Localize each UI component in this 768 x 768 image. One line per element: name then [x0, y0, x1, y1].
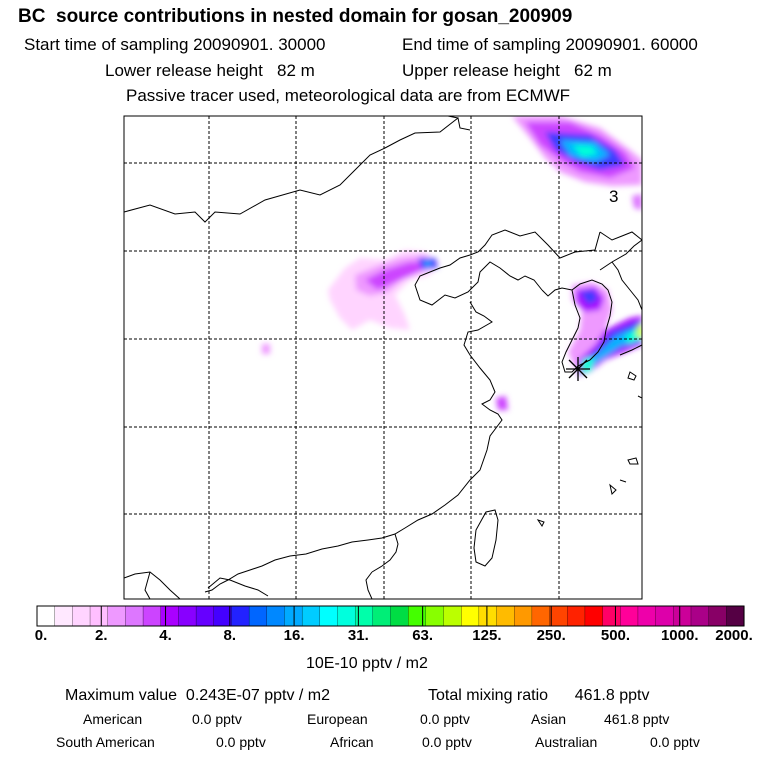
total-mixing-ratio-label: Total mixing ratio 461.8 pptv — [428, 687, 650, 704]
end-time-label: End time of sampling 20090901. 60000 — [402, 35, 698, 54]
colorbar-cell — [354, 605, 374, 627]
colorbar-cell — [36, 605, 56, 627]
australian-value: 0.0 pptv — [650, 734, 700, 750]
colorbar-cell — [567, 605, 586, 627]
lower-height-label: Lower release height 82 m — [105, 61, 315, 80]
colorbar-tick-label: 2. — [95, 627, 108, 644]
colorbar-tick-label: 1000. — [660, 627, 699, 644]
colorbar-cell — [496, 605, 515, 627]
colorbar-tick-label: 500. — [600, 627, 631, 644]
colorbar-cell — [372, 605, 392, 627]
start-time-label: Start time of sampling 20090901. 30000 — [24, 35, 326, 54]
south-american-value: 0.0 pptv — [216, 734, 266, 750]
colorbar-cell — [319, 605, 339, 627]
colorbar-cell — [195, 605, 215, 627]
colorbar-cell — [461, 605, 480, 627]
american-value: 0.0 pptv — [192, 711, 242, 727]
colorbar-cell — [531, 605, 551, 627]
coastlines — [124, 116, 642, 599]
colorbar-tick-label: 63. — [412, 627, 434, 644]
colorbar-cell — [584, 605, 604, 627]
colorbar-cell — [602, 605, 621, 627]
colorbar-cell — [248, 605, 268, 627]
african-value: 0.0 pptv — [422, 734, 472, 750]
colorbar-cell — [425, 605, 445, 627]
colorbar-cell — [284, 605, 303, 627]
colorbar-cell — [726, 605, 745, 627]
colorbar-cell — [160, 605, 179, 627]
colorbar-cell — [514, 605, 533, 627]
south-american-label: South American — [56, 734, 155, 750]
colorbar-cell — [266, 605, 285, 627]
graticule — [124, 116, 642, 599]
maximum-value-label: Maximum value 0.243E-07 pptv / m2 — [65, 687, 331, 704]
asian-label: Asian — [531, 711, 567, 727]
colorbar-cell — [620, 605, 639, 627]
colorbar-cell — [231, 605, 250, 627]
colorbar-tick-label: 125. — [472, 627, 502, 644]
plume-layer — [262, 116, 642, 410]
colorbar-tick-label: 0. — [34, 627, 48, 644]
colorbar-frame — [36, 605, 745, 627]
tracer-info-label: Passive tracer used, meteorological data… — [126, 86, 571, 105]
colorbar-cell — [390, 605, 409, 627]
colorbar-cell — [125, 605, 144, 627]
upper-height-label: Upper release height 62 m — [402, 61, 612, 80]
asian-value: 461.8 pptv — [604, 711, 670, 727]
colorbar-cell — [690, 605, 710, 627]
colorbar-tick-label: 31. — [347, 627, 369, 644]
colorbar-tick-label: 4. — [159, 627, 172, 644]
colorbar-cell — [178, 605, 197, 627]
american-label: American — [83, 711, 143, 727]
colorbar-cell — [637, 605, 657, 627]
african-label: African — [330, 734, 374, 750]
colorbar-cell — [337, 605, 356, 627]
colorbar-cell — [301, 605, 321, 627]
colorbar-units-label: 10E-10 pptv / m2 — [306, 655, 428, 672]
european-value: 0.0 pptv — [420, 711, 470, 727]
colorbar-cell — [408, 605, 427, 627]
map-annotation-label: 3 — [609, 187, 618, 206]
colorbar-tick-label: 250. — [536, 627, 566, 644]
colorbar-cell — [673, 605, 692, 627]
colorbar-cell — [708, 605, 727, 627]
colorbar-cell — [478, 605, 498, 627]
colorbar-cell — [549, 605, 568, 627]
plot-title: BC source contributions in nested domain… — [18, 6, 573, 27]
colorbar-cell — [443, 605, 462, 627]
colorbar-cell — [89, 605, 109, 627]
colorbar-cell — [142, 605, 162, 627]
colorbar-cell — [107, 605, 126, 627]
colorbar-cell — [72, 605, 91, 627]
colorbar-cells — [36, 605, 745, 627]
receptor-star-icon — [566, 357, 590, 381]
colorbar-cell — [213, 605, 232, 627]
european-label: European — [307, 711, 368, 727]
colorbar-tick-label: 16. — [283, 627, 305, 644]
map-frame — [123, 115, 643, 600]
australian-label: Australian — [535, 734, 598, 750]
colorbar-cell — [54, 605, 73, 627]
colorbar-tick-label: 2000. — [715, 627, 753, 644]
colorbar-tick-label: 8. — [223, 627, 237, 644]
colorbar-cell — [655, 605, 674, 627]
